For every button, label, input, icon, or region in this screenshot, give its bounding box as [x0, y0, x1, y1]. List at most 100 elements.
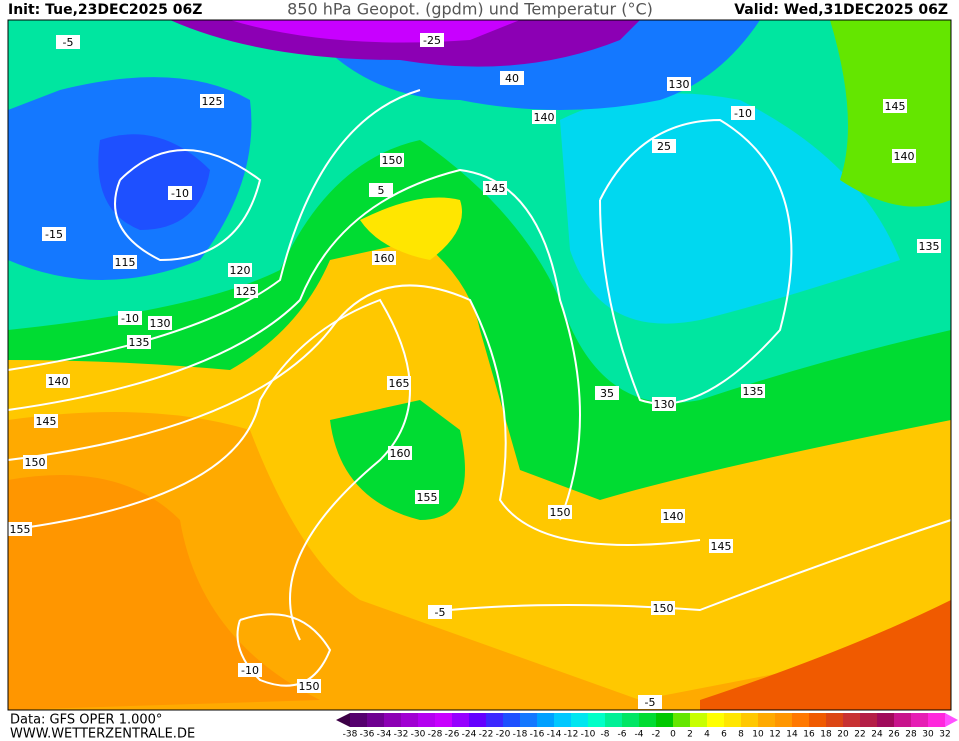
colorbar-label: -10	[581, 730, 596, 740]
contour-label: 140	[48, 375, 69, 388]
label-box	[127, 335, 151, 349]
colorbar-label: 12	[769, 730, 780, 740]
colorbar-swatch	[350, 713, 368, 727]
label-box	[118, 311, 142, 325]
contour-label: -10	[734, 107, 752, 120]
colorbar-label: -38	[343, 730, 358, 740]
colorbar-label: -32	[394, 730, 409, 740]
colorbar-swatch	[928, 713, 946, 727]
contour-label: 160	[374, 252, 395, 265]
orange-zone	[8, 412, 951, 710]
label-box	[387, 376, 411, 390]
contour-label: 150	[550, 506, 571, 519]
isohypse	[7, 168, 581, 521]
contour-label: 40	[505, 72, 519, 85]
contour-label: 130	[150, 317, 171, 330]
label-box	[428, 605, 452, 619]
label-box	[883, 99, 907, 113]
blue-zone	[98, 134, 210, 230]
colorbar-swatch	[911, 713, 929, 727]
colorbar-label: -12	[564, 730, 579, 740]
label-box	[731, 106, 755, 120]
contour-label: 145	[711, 540, 732, 553]
colorbar-swatch	[809, 713, 827, 727]
contour-label: 165	[389, 377, 410, 390]
init-time: Init: Tue,23DEC2025 06Z	[8, 2, 202, 18]
colorbar-label: -36	[360, 730, 375, 740]
colorbar-label: 26	[888, 730, 900, 740]
contour-label: 35	[600, 387, 614, 400]
label-box	[46, 374, 70, 388]
contour-label: 120	[230, 264, 251, 277]
contour-label: 125	[236, 285, 257, 298]
contour-label: 145	[485, 182, 506, 195]
data-source: Data: GFS OPER 1.000°	[10, 713, 162, 728]
contour-label: 135	[919, 240, 940, 253]
colorbar-swatch	[486, 713, 504, 727]
contour-label: -10	[241, 664, 259, 677]
colorbar-label: 30	[922, 730, 934, 740]
label-box	[638, 695, 662, 709]
colorbar-swatch	[724, 713, 742, 727]
label-box	[228, 263, 252, 277]
label-box	[651, 601, 675, 615]
colorbar-label: 20	[837, 730, 849, 740]
contour-label: -15	[45, 228, 63, 241]
label-box	[532, 110, 556, 124]
isohypse	[7, 298, 411, 641]
map-frame	[7, 19, 952, 711]
contour-label: 115	[115, 256, 136, 269]
colorbar-label: -24	[462, 730, 477, 740]
label-box	[148, 316, 172, 330]
contour-label: 140	[894, 150, 915, 163]
colorbar-swatch	[775, 713, 793, 727]
isohypse	[599, 118, 793, 405]
colorbar-swatch	[571, 713, 589, 727]
label-box	[42, 227, 66, 241]
label-box	[595, 386, 619, 400]
colorbar-swatch	[843, 713, 861, 727]
colorbar-label: 28	[905, 730, 917, 740]
label-box	[34, 414, 58, 428]
colorbar-swatch	[741, 713, 759, 727]
colorbar-swatch	[520, 713, 538, 727]
label-box	[168, 186, 192, 200]
contour-label: 135	[129, 336, 150, 349]
colorbar-swatch	[554, 713, 572, 727]
contour-label: 150	[653, 602, 674, 615]
colorbar-label: 8	[738, 730, 744, 740]
yellow-zone	[360, 197, 462, 260]
colorbar-swatch	[537, 713, 555, 727]
colorbar-label: -16	[530, 730, 545, 740]
isohypse	[449, 519, 952, 612]
label-box	[23, 455, 47, 469]
colorbar-label: -14	[547, 730, 562, 740]
colorbar-label: 18	[820, 730, 832, 740]
label-box	[200, 94, 224, 108]
colorbar-label: 2	[687, 730, 693, 740]
label-box	[652, 139, 676, 153]
label-box	[709, 539, 733, 553]
orange-zone	[8, 475, 320, 710]
label-box	[56, 35, 80, 49]
label-box	[415, 490, 439, 504]
colorbar-swatch	[503, 713, 521, 727]
contour-label: 125	[202, 95, 223, 108]
colorbar-swatch	[401, 713, 419, 727]
colorbar-swatch	[469, 713, 487, 727]
map-field	[8, 20, 951, 710]
colorbar-label: 14	[786, 730, 798, 740]
colorbar-label: -22	[479, 730, 494, 740]
colorbar-label: 6	[721, 730, 727, 740]
contour-label: 25	[657, 140, 671, 153]
purple-zone	[230, 20, 520, 43]
colorbar-swatch	[894, 713, 912, 727]
colorbar-swatch	[826, 713, 844, 727]
label-box	[667, 77, 691, 91]
label-box	[483, 181, 507, 195]
colorbar-swatch	[758, 713, 776, 727]
label-box	[297, 679, 321, 693]
contour-label: 150	[299, 680, 320, 693]
colorbar-label: -4	[635, 730, 644, 740]
